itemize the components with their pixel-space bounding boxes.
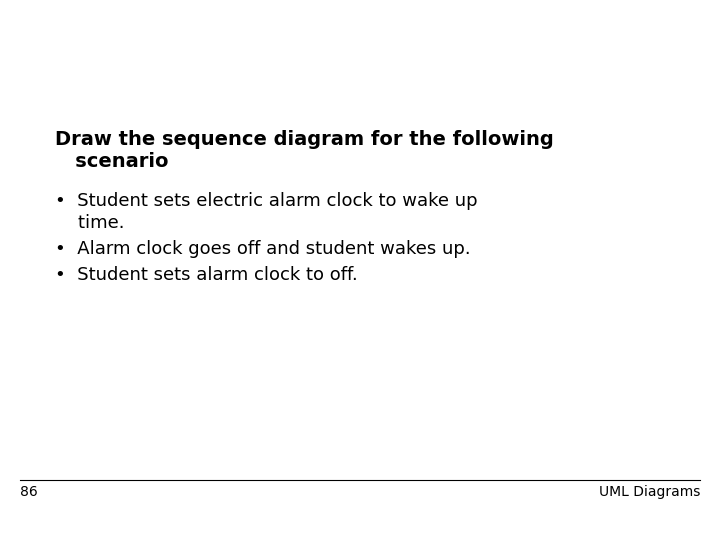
Text: 86: 86 <box>20 485 37 499</box>
Text: Draw the sequence diagram for the following: Draw the sequence diagram for the follow… <box>55 130 554 149</box>
Text: time.: time. <box>55 214 125 232</box>
Text: •  Alarm clock goes off and student wakes up.: • Alarm clock goes off and student wakes… <box>55 240 471 258</box>
Text: •  Student sets alarm clock to off.: • Student sets alarm clock to off. <box>55 266 358 284</box>
Text: UML Diagrams: UML Diagrams <box>598 485 700 499</box>
Text: scenario: scenario <box>55 152 168 171</box>
Text: •  Student sets electric alarm clock to wake up: • Student sets electric alarm clock to w… <box>55 192 477 210</box>
